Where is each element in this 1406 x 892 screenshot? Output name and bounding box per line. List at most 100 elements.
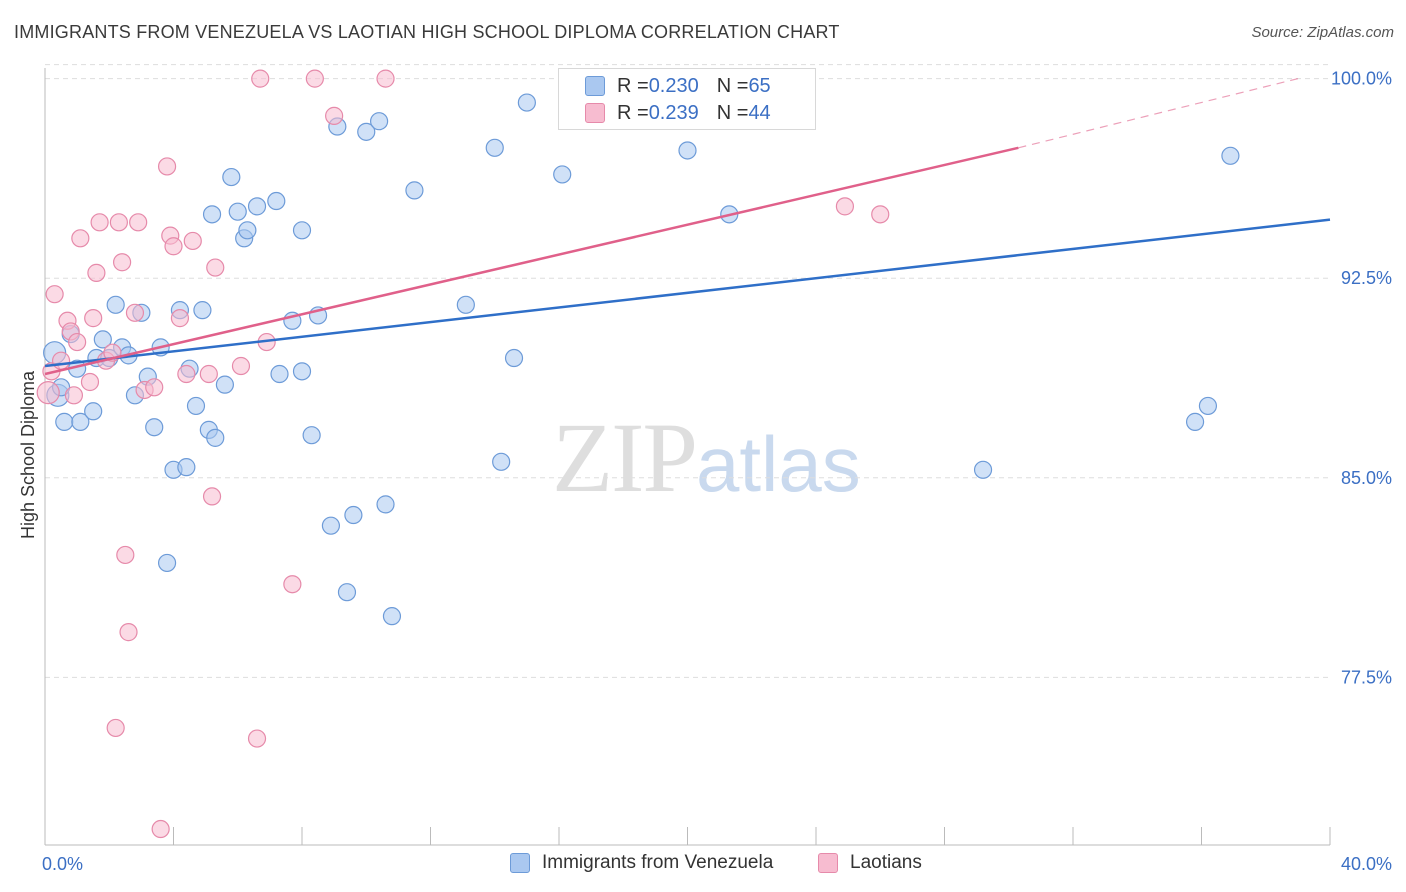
y-axis-title: High School Diploma bbox=[18, 370, 38, 539]
data-point bbox=[871, 205, 890, 224]
data-point bbox=[55, 412, 74, 431]
legend-r-value: 0.230 bbox=[648, 74, 699, 97]
data-point bbox=[116, 545, 135, 565]
data-point bbox=[93, 330, 112, 349]
data-point bbox=[247, 729, 267, 748]
bottom-legend-label: Immigrants from Venezuela bbox=[542, 852, 774, 873]
data-point bbox=[292, 362, 312, 381]
data-point bbox=[206, 428, 225, 447]
data-point bbox=[405, 181, 424, 200]
data-point bbox=[202, 487, 222, 506]
data-point bbox=[1185, 412, 1205, 431]
data-point bbox=[87, 263, 106, 282]
data-point bbox=[157, 157, 177, 176]
bottom-legend-swatch-pink bbox=[818, 853, 838, 873]
data-point bbox=[553, 165, 572, 184]
data-point bbox=[485, 138, 504, 157]
data-point bbox=[228, 202, 247, 221]
data-point bbox=[325, 106, 344, 125]
data-point bbox=[125, 303, 145, 322]
data-point bbox=[292, 221, 312, 240]
bottom-legend-laotians: Laotians bbox=[818, 852, 922, 874]
legend-r-label: R = bbox=[617, 74, 649, 97]
data-point bbox=[206, 258, 225, 277]
data-point bbox=[222, 167, 241, 187]
data-point bbox=[1198, 396, 1218, 416]
chart-title: IMMIGRANTS FROM VENEZUELA VS LAOTIAN HIG… bbox=[14, 22, 840, 42]
data-point bbox=[170, 309, 190, 328]
data-point bbox=[267, 191, 286, 211]
legend-row-venezuela: R = 0.230 N = 65 bbox=[585, 73, 771, 99]
data-point bbox=[193, 301, 212, 320]
watermark-zip: ZIP bbox=[552, 402, 698, 513]
x-tick-label: 40.0% bbox=[1341, 854, 1392, 874]
data-point bbox=[357, 122, 376, 141]
data-point bbox=[51, 351, 71, 370]
y-tick-label: 77.5% bbox=[1341, 667, 1392, 687]
data-point bbox=[973, 460, 993, 479]
y-tick-label: 85.0% bbox=[1341, 468, 1392, 488]
source-label: Source: ZipAtlas.com bbox=[1251, 24, 1394, 41]
data-point bbox=[90, 213, 109, 232]
data-point bbox=[84, 402, 103, 421]
data-point bbox=[678, 141, 697, 160]
data-point bbox=[302, 426, 321, 445]
data-point bbox=[504, 348, 524, 368]
legend-swatch-blue bbox=[585, 76, 605, 96]
correlation-legend: R = 0.230 N = 65 R = 0.239 N = 44 bbox=[558, 68, 816, 130]
data-point bbox=[247, 197, 267, 216]
watermark: ZIPatlas bbox=[552, 400, 861, 515]
data-point bbox=[68, 332, 87, 352]
data-point bbox=[321, 516, 341, 535]
legend-row-laotians: R = 0.239 N = 44 bbox=[585, 100, 771, 126]
data-point bbox=[231, 356, 251, 376]
data-point bbox=[199, 364, 218, 384]
legend-r-value: 0.239 bbox=[648, 101, 699, 124]
data-point bbox=[370, 112, 389, 131]
data-point bbox=[145, 418, 164, 437]
data-point bbox=[119, 623, 138, 642]
data-point bbox=[177, 458, 196, 477]
data-point bbox=[215, 375, 234, 394]
legend-n-label: N = bbox=[716, 74, 749, 97]
data-point bbox=[1221, 146, 1240, 165]
data-point bbox=[270, 364, 289, 384]
data-point bbox=[157, 553, 177, 573]
legend-n-value: 65 bbox=[748, 74, 771, 97]
data-point bbox=[835, 197, 855, 216]
data-point bbox=[36, 381, 60, 405]
legend-n-value: 44 bbox=[748, 101, 771, 124]
data-point bbox=[177, 364, 196, 384]
data-point bbox=[80, 372, 100, 392]
data-point bbox=[129, 213, 148, 232]
data-point bbox=[164, 237, 183, 256]
data-point bbox=[64, 386, 84, 405]
y-tick-label: 92.5% bbox=[1341, 268, 1392, 288]
data-point bbox=[283, 575, 302, 594]
data-point bbox=[492, 452, 511, 471]
data-point bbox=[106, 718, 125, 738]
data-point bbox=[456, 295, 475, 314]
watermark-atlas: atlas bbox=[696, 420, 861, 508]
data-point bbox=[517, 93, 536, 112]
x-tick-label: 0.0% bbox=[42, 854, 83, 874]
trend-line-extension bbox=[1018, 78, 1299, 149]
data-point bbox=[183, 231, 202, 251]
data-point bbox=[202, 205, 222, 224]
data-point bbox=[106, 295, 125, 314]
data-point bbox=[344, 505, 363, 525]
data-point bbox=[71, 412, 90, 431]
data-point bbox=[305, 69, 324, 88]
data-point bbox=[251, 69, 270, 88]
data-point bbox=[376, 495, 395, 514]
legend-r-label: R = bbox=[617, 101, 649, 124]
series-laotians bbox=[36, 69, 890, 839]
trend-line bbox=[44, 218, 1331, 368]
bottom-legend-venezuela: Immigrants from Venezuela bbox=[510, 852, 773, 874]
data-point bbox=[112, 253, 132, 272]
data-point bbox=[151, 819, 170, 839]
data-point bbox=[337, 583, 357, 602]
bottom-legend-label: Laotians bbox=[850, 852, 922, 873]
data-point bbox=[382, 607, 402, 626]
trend-line bbox=[44, 146, 1019, 376]
